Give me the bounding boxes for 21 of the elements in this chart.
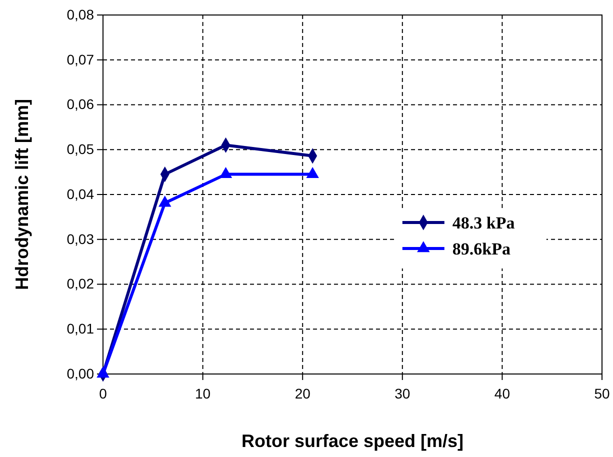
x-tick-label: 10 — [195, 385, 211, 402]
y-tick-label: 0,01 — [66, 320, 94, 337]
x-tick-label: 40 — [494, 385, 510, 402]
legend-label: 89.6kPa — [452, 239, 511, 258]
x-tick-label: 0 — [99, 385, 108, 402]
y-axis-title: Hdrodynamic lift [mm] — [12, 98, 32, 290]
y-tick-label: 0,07 — [66, 51, 94, 68]
x-tick-label: 50 — [594, 385, 610, 402]
y-tick-label: 0,06 — [66, 96, 94, 112]
y-tick-label: 0,04 — [66, 186, 94, 202]
y-tick-label: 0,02 — [66, 276, 94, 292]
x-tick-label: 20 — [294, 385, 311, 402]
x-tick-label: 30 — [394, 385, 410, 402]
point — [158, 196, 172, 207]
x-axis-title: Rotor surface speed [m/s] — [241, 431, 464, 451]
point — [96, 366, 110, 378]
legend-label: 48.3 kPa — [452, 213, 516, 232]
y-tick-label: 0,00 — [66, 365, 94, 382]
y-tick-label: 0,08 — [66, 6, 94, 22]
y-tick-label: 0,05 — [66, 141, 94, 158]
y-tick-label: 0,03 — [66, 230, 94, 247]
